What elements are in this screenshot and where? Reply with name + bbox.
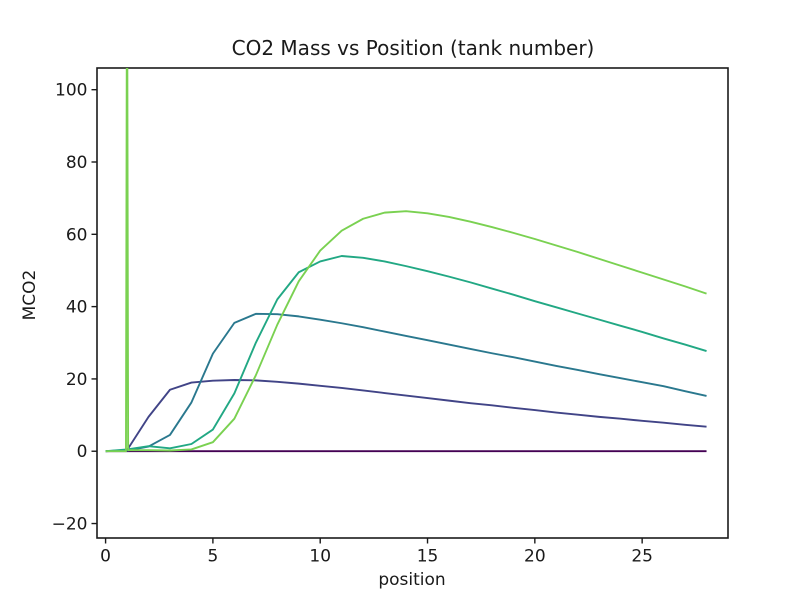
series-line-series-3: [105, 312, 707, 453]
y-tick-label: −20: [52, 515, 88, 535]
series-line-series-4: [105, 255, 707, 453]
y-tick-label: 100: [55, 81, 87, 101]
x-axis-label: position: [378, 570, 445, 590]
y-tick-label: 0: [77, 442, 88, 462]
y-tick-label: 80: [66, 153, 88, 173]
axis-ticks: 0 5 10 15 20 25 −20 0 20 40 60 80 100: [52, 81, 653, 567]
y-tick-label: 40: [66, 298, 88, 318]
x-tick-label: 20: [524, 547, 546, 567]
series-line-series-2: [105, 379, 707, 453]
plot-frame: [96, 67, 729, 539]
x-tick-label: 0: [100, 547, 111, 567]
x-tick-label: 5: [207, 547, 218, 567]
y-tick-label: 20: [66, 370, 88, 390]
y-tick-label: 60: [66, 225, 88, 245]
x-tick-label: 15: [417, 547, 439, 567]
y-axis-label: MCO2: [20, 270, 40, 321]
x-tick-label: 10: [309, 547, 331, 567]
series-lines: [105, 68, 707, 453]
chart-title: CO2 Mass vs Position (tank number): [232, 36, 595, 60]
x-tick-label: 25: [631, 547, 653, 567]
series-line-series-5: [105, 68, 707, 453]
